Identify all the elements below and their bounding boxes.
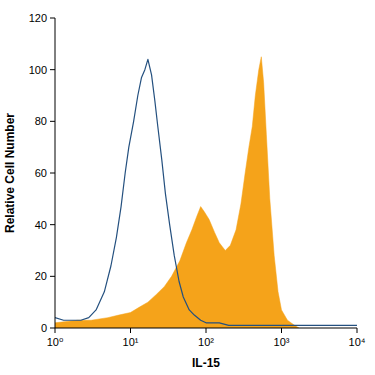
y-tick-label: 40 [35,219,47,231]
x-tick [357,328,358,333]
plot-area [55,57,357,328]
chart: 0 20 40 60 80 100 120 10⁰ 10¹ 10² 10³ 10⁴ IL-15 Relat… [0,0,375,375]
x-tick-label: 10⁴ [349,336,366,348]
y-axis-label: Relative Cell Number [3,113,17,233]
y-tick-label: 20 [35,270,47,282]
x-tick [130,328,131,333]
x-tick-label: 10⁰ [47,336,64,348]
x-tick-label: 10¹ [123,336,139,348]
y-tick-label: 60 [35,167,47,179]
histogram-area [55,57,299,328]
x-tick-label: 10³ [274,336,290,348]
x-tick [55,328,56,333]
y-tick [50,224,55,225]
y-tick [50,18,55,19]
y-tick [50,121,55,122]
histogram-line [55,59,357,325]
y-tick [50,276,55,277]
y-tick-label: 0 [41,322,47,334]
y-tick-label: 100 [29,64,47,76]
y-tick [50,69,55,70]
x-tick [281,328,282,333]
y-tick [50,328,55,329]
x-tick [206,328,207,333]
x-tick-label: 10² [198,336,214,348]
y-tick [50,173,55,174]
x-axis-label: IL-15 [192,356,220,370]
y-tick-label: 80 [35,115,47,127]
y-tick-label: 120 [29,12,47,24]
